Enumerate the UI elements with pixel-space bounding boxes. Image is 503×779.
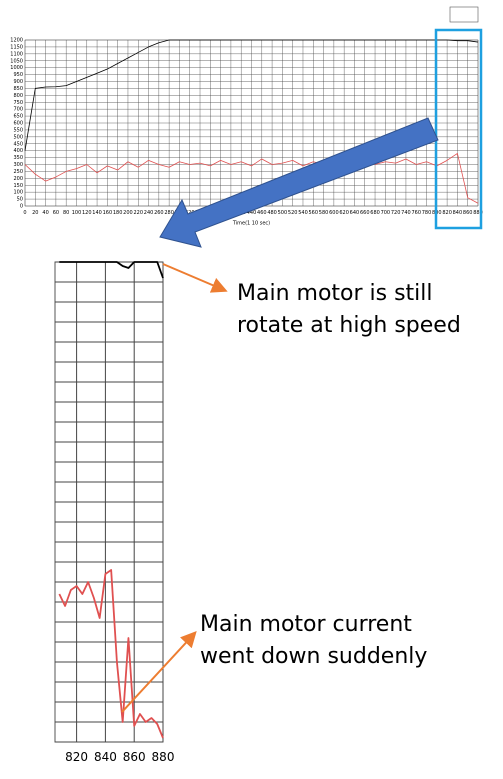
x-tick-label: 260 [154,210,164,216]
y-tick-label: 600 [13,121,23,127]
y-tick-label: 550 [13,127,23,133]
x-tick-label: 100 [72,210,82,216]
y-tick-label: 450 [13,141,23,147]
y-tick-label: 750 [13,100,23,106]
y-tick-label: 1100 [10,51,23,57]
x-tick-label: 220 [133,210,143,216]
x-tick-label: 700 [381,210,391,216]
annotation: rotate at high speed [237,313,461,338]
y-tick-label: 1050 [10,58,23,64]
x-tick-label: 80 [63,210,69,216]
x-tick-label: 460 [257,210,267,216]
x-axis-label: Time(1 10 sec) [232,221,270,227]
x-tick-label: 20 [32,210,38,216]
annotation: Main motor current [200,612,412,637]
x-tick-label: 240 [144,210,154,216]
y-tick-label: 950 [13,72,23,78]
x-tick-label: 660 [360,210,370,216]
x-tick-label: 160 [103,210,113,216]
x-tick-label: 840 [453,210,463,216]
x-tick-label: 560 [308,210,318,216]
x-tick-label: 880 [473,210,483,216]
x-tick-label: 820 [442,210,452,216]
annotation: went down suddenly [200,644,427,669]
x-tick-label: 500 [278,210,288,216]
series-line [58,569,164,739]
x-tick-label: 760 [411,210,421,216]
x-tick-label: 60 [53,210,59,216]
x-tick-label: 820 [65,750,88,764]
x-tick-label: 640 [350,210,360,216]
y-tick-label: 500 [13,134,23,140]
x-tick-label: 40 [42,210,48,216]
x-tick-label: 740 [401,210,411,216]
series-line [59,261,164,279]
y-tick-label: 200 [13,176,23,182]
y-tick-label: 800 [13,93,23,99]
x-tick-label: 540 [298,210,308,216]
x-tick-label: 180 [113,210,123,216]
x-tick-label: 780 [422,210,432,216]
x-tick-label: 440 [247,210,257,216]
main-chart: 0501001502002503003504004505005506006507… [10,38,483,227]
x-tick-label: 280 [164,210,174,216]
x-tick-label: 680 [370,210,380,216]
y-tick-label: 350 [13,155,23,161]
annotation: Main motor is still [237,281,433,306]
y-tick-label: 650 [13,114,23,120]
y-tick-label: 900 [13,79,23,85]
x-tick-label: 620 [339,210,349,216]
x-tick-label: 860 [123,750,146,764]
legend-box [449,6,479,23]
y-tick-label: 100 [13,190,23,196]
y-tick-label: 0 [20,204,23,210]
x-tick-label: 720 [391,210,401,216]
y-tick-label: 250 [13,169,23,175]
series-line [24,39,479,151]
x-tick-label: 120 [82,210,92,216]
y-tick-label: 700 [13,107,23,113]
annotation-arrow [162,263,228,293]
highlight-box [434,28,483,230]
x-tick-label: 0 [23,210,26,216]
y-tick-label: 850 [13,86,23,92]
annotation-arrow [121,631,197,713]
zoom-chart: 820 840 860 880 [54,261,175,764]
y-tick-label: 50 [17,197,23,203]
x-tick-label: 520 [288,210,298,216]
y-tick-label: 1000 [10,65,23,71]
series-line [24,153,479,204]
y-tick-label: 400 [13,148,23,154]
x-tick-label: 580 [319,210,329,216]
x-tick-label: 840 [94,750,117,764]
x-tick-label: 200 [123,210,133,216]
y-tick-label: 1200 [10,38,23,44]
y-tick-label: 300 [13,162,23,168]
x-tick-label: 860 [463,210,473,216]
x-tick-label: 600 [329,210,339,216]
x-tick-label: 140 [92,210,102,216]
y-tick-label: 150 [13,183,23,189]
zoom-arrow [159,117,439,248]
x-tick-label: 480 [267,210,277,216]
x-tick-label: 880 [152,750,175,764]
y-tick-label: 1150 [10,44,23,50]
